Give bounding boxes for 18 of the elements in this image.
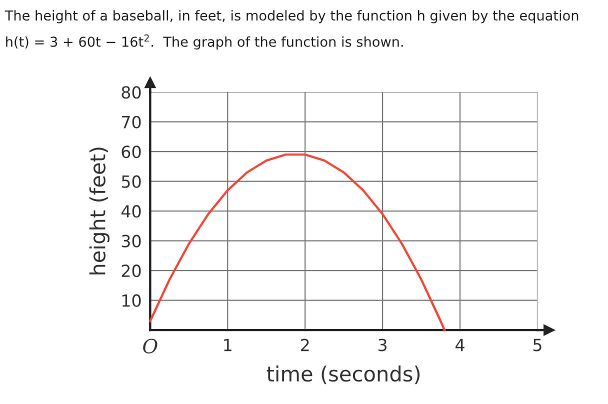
y-tick-label: 80	[122, 86, 141, 99]
y-tick-label: 20	[122, 264, 141, 278]
x-tick-label: 3	[378, 338, 387, 352]
y-tick-label: 40	[121, 205, 141, 218]
y-tick-label: 60	[122, 146, 141, 158]
x-tick-label: O	[143, 338, 158, 354]
x-tick-label: 4	[456, 338, 464, 352]
y-tick-label: 50	[122, 175, 141, 188]
x-tick-label: 5	[533, 338, 542, 352]
x-tick-label: 1	[224, 338, 232, 352]
y-tick-label: 10	[122, 294, 141, 307]
line-series	[149, 153, 446, 332]
y-tick-label: 70	[122, 116, 141, 128]
x-axis-title: time (seconds)	[266, 366, 420, 384]
y-tick-label: 30	[122, 234, 141, 248]
y-axis-title: height (feet)	[89, 148, 110, 274]
x-tick-label: 2	[301, 338, 309, 352]
chart-title: The height of a baseball, in feet, is modeled by the function h given by the equation h(t) = 3 + 60t − 16t$^{2}$. The graph of the function is shown.	[4, 10, 578, 50]
